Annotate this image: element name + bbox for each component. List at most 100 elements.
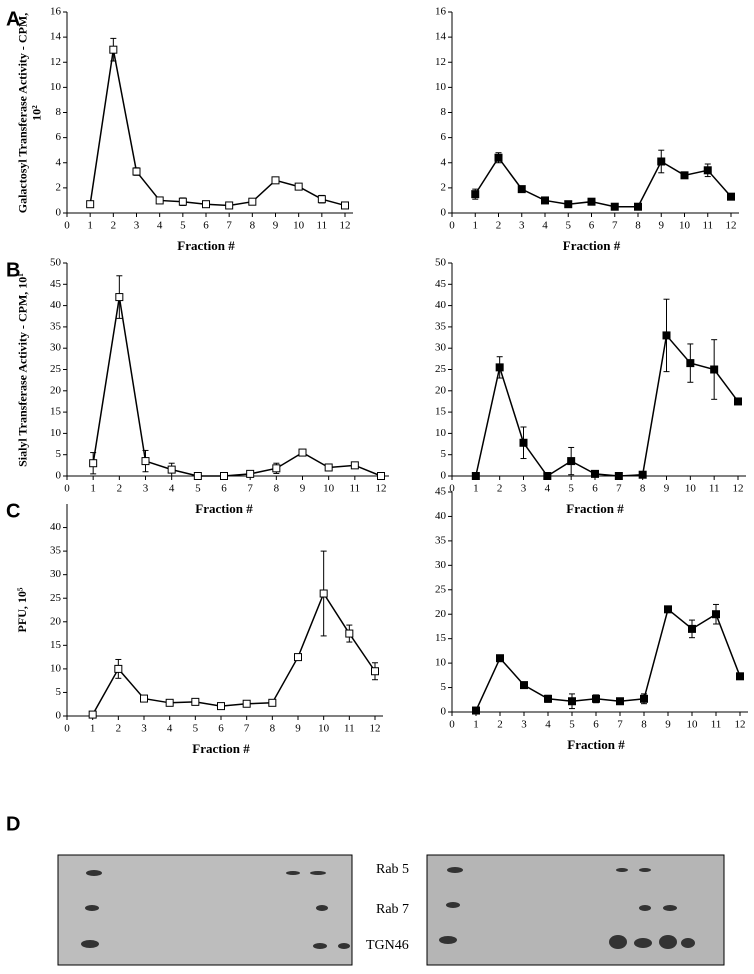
x-tick-label: 5 bbox=[566, 220, 572, 232]
y-tick-label: 30 bbox=[435, 342, 447, 354]
marker bbox=[519, 438, 528, 447]
data-line bbox=[475, 608, 741, 711]
y-tick-label: 15 bbox=[50, 406, 62, 418]
y-tick-label: 50 bbox=[435, 257, 447, 269]
x-tick-label: 9 bbox=[273, 220, 279, 232]
marker bbox=[638, 470, 647, 479]
x-tick-label: 10 bbox=[679, 220, 691, 232]
x-tick-label: 10 bbox=[685, 483, 697, 495]
marker bbox=[520, 681, 528, 690]
x-tick-label: 10 bbox=[323, 483, 335, 495]
x-tick-label: 2 bbox=[117, 483, 123, 495]
y-tick-label: 15 bbox=[435, 632, 447, 644]
x-tick-label: 0 bbox=[64, 483, 70, 495]
marker bbox=[86, 200, 95, 209]
marker bbox=[686, 359, 695, 368]
marker bbox=[167, 465, 176, 474]
y-tick-label: 15 bbox=[435, 406, 447, 418]
y-tick-label: 30 bbox=[435, 559, 447, 571]
marker bbox=[345, 629, 354, 638]
marker bbox=[109, 45, 118, 54]
marker bbox=[271, 176, 280, 185]
y-tick-label: 4 bbox=[441, 156, 447, 168]
x-tick-label: 1 bbox=[473, 220, 479, 232]
marker bbox=[248, 197, 257, 206]
x-tick-label: 8 bbox=[250, 220, 256, 232]
data-line bbox=[92, 296, 382, 477]
x-tick-label: 0 bbox=[449, 220, 455, 232]
marker bbox=[472, 706, 480, 715]
marker bbox=[272, 464, 281, 473]
x-axis-label: Fraction # bbox=[177, 238, 235, 253]
x-tick-label: 1 bbox=[473, 483, 479, 495]
marker bbox=[319, 589, 328, 598]
y-tick-label: 20 bbox=[50, 615, 62, 627]
x-tick-label: 10 bbox=[318, 723, 330, 735]
marker bbox=[114, 664, 123, 673]
marker bbox=[268, 698, 277, 707]
marker bbox=[736, 672, 744, 681]
marker bbox=[178, 197, 187, 206]
blot-row-label: TGN46 bbox=[366, 938, 409, 953]
y-tick-label: 15 bbox=[50, 639, 62, 651]
marker bbox=[634, 202, 642, 211]
y-tick-label: 5 bbox=[441, 448, 447, 460]
data-line bbox=[92, 591, 376, 715]
y-tick-label: 0 bbox=[441, 470, 447, 482]
y-tick-label: 45 bbox=[435, 486, 447, 498]
marker bbox=[140, 694, 148, 703]
marker bbox=[298, 448, 307, 457]
y-tick-label: 0 bbox=[56, 470, 62, 482]
x-tick-label: 7 bbox=[226, 220, 232, 232]
x-tick-label: 7 bbox=[244, 723, 250, 735]
marker bbox=[592, 694, 600, 703]
marker bbox=[703, 166, 712, 175]
x-tick-label: 9 bbox=[300, 483, 306, 495]
y-tick-label: 2 bbox=[56, 181, 62, 193]
x-tick-label: 12 bbox=[370, 723, 381, 735]
x-tick-label: 1 bbox=[87, 220, 93, 232]
blot-image bbox=[426, 854, 725, 966]
marker bbox=[680, 171, 689, 180]
marker bbox=[610, 202, 619, 211]
x-tick-label: 5 bbox=[180, 220, 186, 232]
marker bbox=[494, 153, 503, 162]
y-tick-label: 20 bbox=[435, 608, 447, 620]
marker bbox=[727, 192, 735, 201]
y-tick-label: 8 bbox=[441, 106, 447, 118]
x-tick-label: 10 bbox=[293, 220, 305, 232]
marker bbox=[712, 610, 720, 619]
marker bbox=[141, 457, 150, 466]
y-tick-label: 5 bbox=[441, 681, 447, 693]
x-tick-label: 0 bbox=[449, 719, 455, 731]
marker bbox=[191, 697, 200, 706]
x-tick-label: 2 bbox=[111, 220, 117, 232]
x-tick-label: 9 bbox=[665, 719, 671, 731]
x-tick-label: 6 bbox=[589, 220, 595, 232]
x-tick-label: 1 bbox=[473, 719, 479, 731]
y-tick-label: 35 bbox=[435, 534, 447, 546]
y-tick-label: 40 bbox=[435, 510, 447, 522]
y-tick-label: 10 bbox=[435, 81, 447, 93]
marker bbox=[324, 463, 333, 472]
y-tick-label: 45 bbox=[435, 278, 447, 290]
x-tick-label: 0 bbox=[449, 483, 455, 495]
data-line bbox=[89, 49, 346, 207]
blot-row-label: Rab 7 bbox=[376, 902, 409, 917]
x-tick-label: 4 bbox=[169, 483, 175, 495]
marker bbox=[657, 157, 666, 166]
y-tick-label: 25 bbox=[435, 363, 447, 375]
marker bbox=[377, 472, 385, 480]
y-tick-label: 35 bbox=[435, 320, 447, 332]
marker bbox=[350, 461, 359, 470]
data-line bbox=[474, 156, 732, 208]
marker bbox=[88, 710, 97, 719]
x-tick-label: 11 bbox=[344, 723, 355, 735]
x-axis-label: Fraction # bbox=[195, 501, 253, 516]
y-tick-label: 2 bbox=[441, 181, 447, 193]
marker bbox=[734, 397, 742, 406]
x-tick-label: 2 bbox=[496, 220, 502, 232]
x-tick-label: 3 bbox=[521, 719, 527, 731]
marker bbox=[664, 605, 672, 614]
